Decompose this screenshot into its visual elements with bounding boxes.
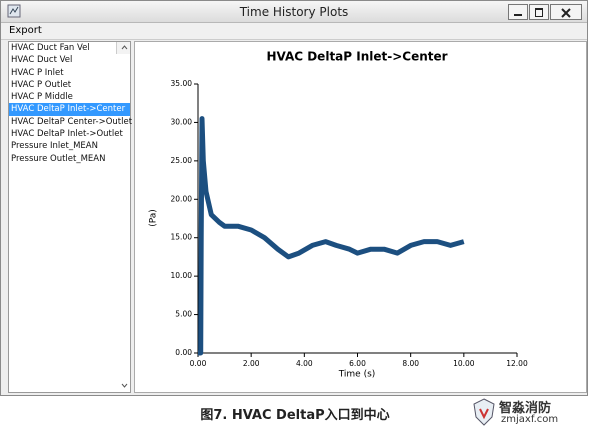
list-item[interactable]: HVAC P Middle: [11, 92, 73, 103]
x-tick-label: 12.00: [506, 359, 528, 368]
watermark-name: 智淼消防: [499, 401, 552, 416]
list-item[interactable]: HVAC Duct Vel: [11, 55, 73, 66]
y-tick-label: 15.00: [171, 233, 193, 242]
x-tick-label: 2.00: [243, 359, 260, 368]
watermark: 智淼消防 zmjaxf.com: [472, 396, 588, 428]
list-item[interactable]: HVAC Duct Fan Vel: [11, 43, 90, 53]
x-tick-label: 10.00: [453, 359, 475, 368]
menu-item[interactable]: Export: [9, 25, 42, 36]
window-title: Time History Plots: [239, 5, 349, 19]
list-item[interactable]: HVAC P Inlet: [11, 67, 64, 78]
window: Time History Plots Export HVAC Duct Fan …: [0, 0, 588, 396]
figure-caption: 图7. HVAC DeltaP入口到中心: [200, 408, 390, 423]
x-tick-label: 0.00: [190, 359, 207, 368]
y-axis-label: (Pa): [149, 209, 159, 227]
menu-bar: Export: [1, 23, 587, 40]
app-icon: [7, 4, 21, 18]
title-bar: Time History Plots: [1, 1, 587, 23]
list-item[interactable]: HVAC DeltaP Inlet->Center: [9, 103, 130, 116]
watermark-url: zmjaxf.com: [501, 414, 559, 425]
close-button[interactable]: [550, 4, 582, 20]
y-tick-label: 0.00: [175, 348, 192, 357]
y-tick-label: 25.00: [171, 156, 193, 165]
chart: HVAC DeltaP Inlet->Center Time (s) (Pa) …: [149, 50, 528, 380]
x-tick-label: 8.00: [402, 359, 419, 368]
list-item[interactable]: Pressure Inlet_MEAN: [11, 141, 98, 152]
chart-title: HVAC DeltaP Inlet->Center: [266, 50, 447, 64]
scrollbar[interactable]: [116, 42, 130, 388]
x-axis-label: Time (s): [338, 370, 376, 380]
list-item[interactable]: Pressure Outlet_MEAN: [11, 153, 106, 164]
list-item[interactable]: HVAC DeltaP Inlet->Outlet: [11, 129, 123, 140]
minimize-button[interactable]: [508, 4, 528, 20]
variable-list: HVAC Duct Fan Vel HVAC Duct Vel HVAC P Inl…: [8, 41, 133, 393]
maximize-button[interactable]: [529, 4, 549, 20]
y-tick-label: 5.00: [175, 310, 192, 319]
y-tick-label: 10.00: [171, 271, 193, 280]
plot-panel: HVAC DeltaP Inlet->Center Time (s) (Pa) …: [134, 41, 587, 393]
list-item[interactable]: HVAC DeltaP Center->Outlet: [11, 116, 133, 127]
y-tick-label: 30.00: [171, 117, 193, 126]
list-item[interactable]: HVAC P Outlet: [11, 79, 72, 90]
x-tick-label: 4.00: [296, 359, 313, 368]
x-tick-label: 6.00: [349, 359, 366, 368]
y-tick-label: 35.00: [171, 79, 193, 88]
data-line: [198, 116, 465, 356]
y-tick-label: 20.00: [171, 194, 193, 203]
